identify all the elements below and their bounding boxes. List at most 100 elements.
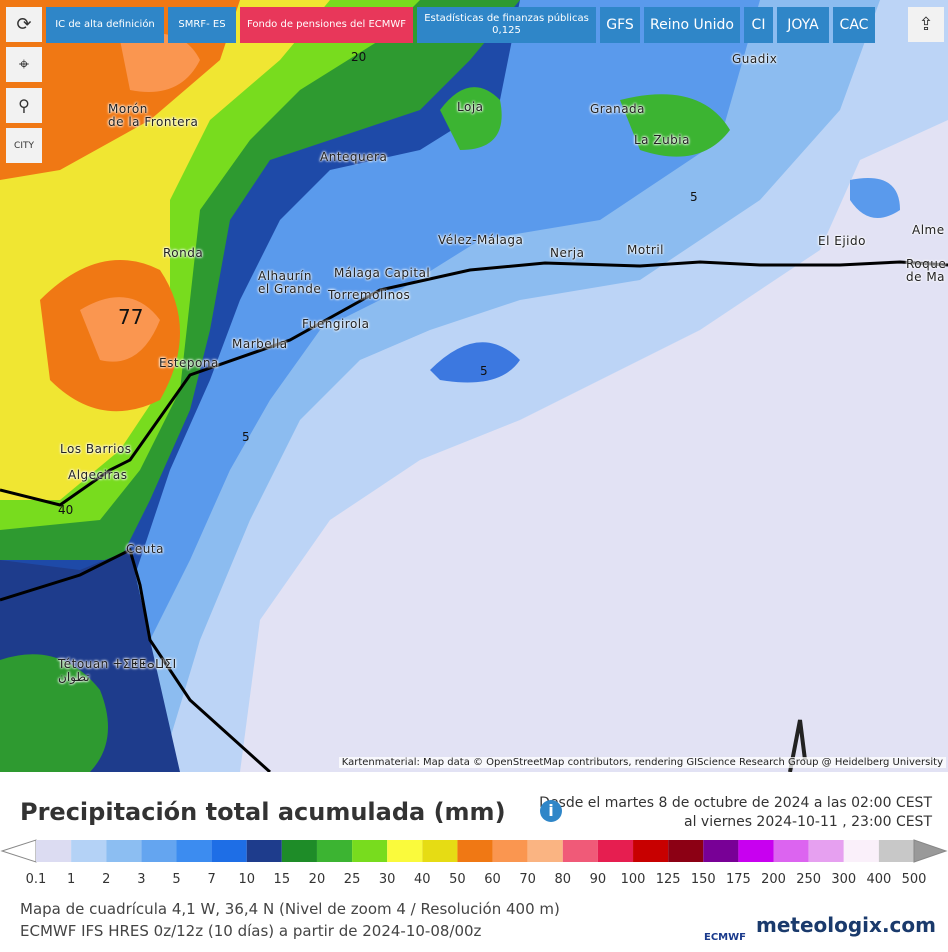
legend-swatch (387, 840, 423, 862)
legend-swatch (316, 840, 353, 862)
logo-ecmwf: ECMWF (704, 932, 746, 943)
contour-label: 20 (351, 50, 367, 64)
legend-label: 100 (620, 872, 646, 887)
locate-button[interactable]: ⌖ (6, 47, 42, 82)
legend-label: 400 (866, 872, 892, 887)
legend-swatch (457, 840, 493, 862)
place-label: Torremolinos (328, 288, 411, 302)
place-label: Estepona (159, 356, 219, 370)
legend-swatch (843, 840, 879, 862)
city-button[interactable]: CITY (6, 128, 42, 163)
attribution: Kartenmaterial: Map data © OpenStreetMap… (338, 757, 946, 768)
legend-label: 30 (378, 872, 396, 887)
button-sublabel: 0,125 (492, 25, 521, 36)
legend-swatch (668, 840, 704, 862)
legend-swatch (597, 840, 634, 862)
legend-label: 5 (172, 872, 181, 887)
legend-label: 150 (690, 872, 716, 887)
share-button[interactable]: ⇪ (908, 7, 944, 42)
refresh-button[interactable]: ⟳ (6, 7, 42, 42)
legend-label: 50 (449, 872, 466, 887)
place-label: La Zubia (634, 133, 690, 147)
contour-label: 5 (480, 364, 488, 378)
place-label: Guadix (732, 52, 778, 66)
place-label: Loja (457, 100, 484, 114)
logo-meteologix: meteologix.com (756, 913, 936, 937)
legend-swatch (773, 840, 809, 862)
zoom-button[interactable]: ⚲ (6, 88, 42, 123)
toolbar-button[interactable]: Estadísticas de finanzas públicas 0,125 (417, 7, 596, 43)
period-start: Desde el martes 8 de octubre de 2024 a l… (539, 795, 932, 811)
info-icon[interactable]: i (540, 800, 562, 822)
place-label: Nerja (550, 246, 585, 260)
toolbar-button[interactable]: JOYA (777, 7, 829, 43)
legend-label: 80 (554, 872, 572, 887)
button-label: CI (751, 17, 766, 33)
legend-label: 300 (831, 872, 857, 887)
legend-swatch (633, 840, 669, 862)
legend-label: 250 (796, 872, 822, 887)
place-label: Ronda (163, 246, 204, 260)
legend-swatch (738, 840, 774, 862)
toolbar-button[interactable]: CI (744, 7, 773, 43)
legend-title: Precipitación total acumulada (mm) (20, 798, 506, 826)
legend-label: 20 (308, 872, 326, 887)
legend-swatch (703, 840, 739, 862)
toolbar-button[interactable]: GFS (600, 7, 640, 43)
legend-swatch (106, 840, 142, 862)
place-label: Tétouan ⵜⵉⵟⵟⴰⵡⵉⵏ تطوان (58, 657, 177, 684)
legend-label: 7 (207, 872, 216, 887)
contour-label: 40 (58, 503, 74, 517)
period-end: al viernes 2024-10-11 , 23:00 CEST (683, 814, 932, 830)
legend-label: 125 (655, 872, 681, 887)
button-label: Fondo de pensiones del ECMWF (246, 19, 407, 30)
legend-swatch (141, 840, 177, 862)
toolbar-button[interactable]: SMRF- ES (168, 7, 236, 43)
place-label: Motril (627, 243, 665, 257)
place-label: Fuengirola (302, 317, 370, 331)
footer-line: ECMWF IFS HRES 0z/12z (10 días) a partir… (20, 922, 482, 940)
place-label: Granada (590, 102, 646, 116)
place-label: Ceuta (126, 542, 164, 556)
legend-swatch (352, 840, 388, 862)
button-label: JOYA (787, 17, 819, 33)
toolbar-button[interactable]: CAC (833, 7, 875, 43)
legend-swatch (878, 840, 914, 862)
legend-label: 25 (343, 872, 361, 887)
legend-swatch (246, 840, 282, 862)
place-label: Morón de la Frontera (108, 102, 199, 129)
legend-label: 500 (901, 872, 927, 887)
place-label: Alme (912, 223, 945, 237)
button-label: Estadísticas de finanzas públicas (424, 13, 589, 24)
toolbar-button[interactable]: IC de alta definición (46, 7, 164, 43)
place-label: Málaga Capital (334, 266, 431, 280)
legend-label: 200 (761, 872, 786, 887)
legend-bar (0, 839, 948, 863)
map-layer (0, 0, 948, 772)
legend-label: 70 (519, 872, 536, 887)
legend-label: 0.1 (25, 872, 47, 887)
legend-swatch (71, 840, 107, 862)
place-label: Los Barrios (60, 442, 132, 456)
place-label: Alhaurín el Grande (258, 269, 322, 296)
contour-label: 77 (118, 305, 144, 329)
button-label: Reino Unido (650, 17, 734, 33)
legend-swatch (176, 840, 212, 862)
legend-swatch (527, 840, 563, 862)
legend-swatch (36, 840, 72, 862)
toolbar-button[interactable]: Reino Unido (644, 7, 740, 43)
legend-swatch (281, 840, 317, 862)
toolbar-button[interactable]: Fondo de pensiones del ECMWF (240, 7, 413, 43)
legend-swatch (562, 840, 598, 862)
place-label: Vélez-Málaga (438, 233, 524, 247)
footer-line: Mapa de cuadrícula 4,1 W, 36,4 N (Nivel … (20, 900, 560, 918)
legend-swatch (422, 840, 458, 862)
legend-swatch (808, 840, 844, 862)
place-label: El Ejido (818, 234, 866, 248)
button-label: GFS (606, 17, 634, 33)
map[interactable]: Morón de la Frontera Antequera Loja Granada… (0, 0, 948, 772)
legend-label: 40 (414, 872, 431, 887)
legend-label: 60 (484, 872, 501, 887)
legend-label: 10 (238, 872, 255, 887)
